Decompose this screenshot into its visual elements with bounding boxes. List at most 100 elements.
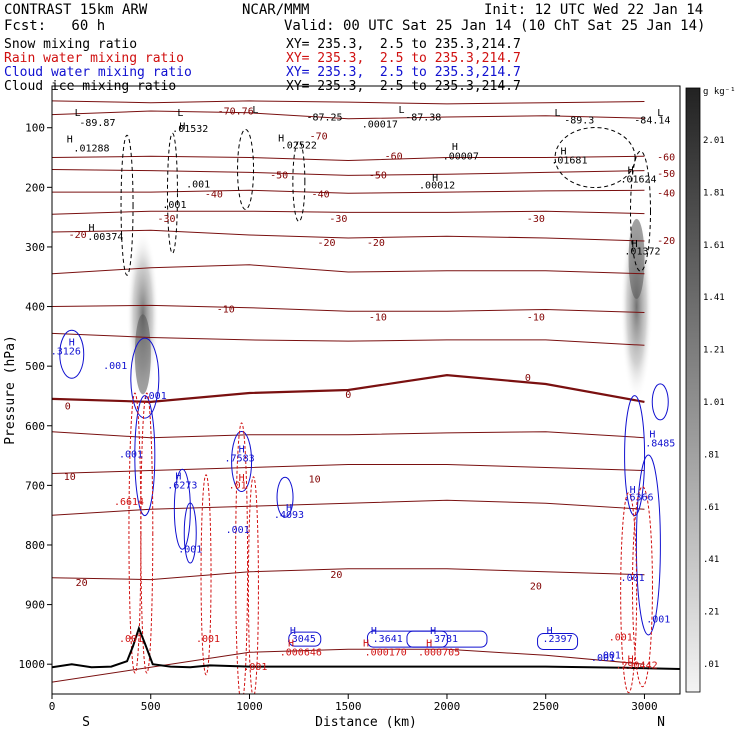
contour-label: .001 [621, 573, 645, 584]
colorbar-label: 2.01 [703, 136, 725, 146]
extremum-marker: H [426, 638, 432, 649]
isotherm-10 [52, 464, 645, 474]
contour-label: .2397 [543, 634, 573, 645]
contour-label: -10 [527, 312, 545, 323]
extremum-marker: H [179, 122, 185, 133]
contour-label: -30 [527, 214, 545, 225]
isotherm-m15 [52, 264, 645, 275]
contour-label: -40 [312, 189, 330, 200]
valid-time: Valid: 00 UTC Sat 25 Jan 14 (10 ChT Sat … [284, 18, 706, 34]
extremum-marker: H [547, 626, 553, 637]
colorbar-label: 1.61 [703, 241, 725, 251]
extremum-marker: L [177, 108, 183, 119]
extremum-marker: L [75, 108, 81, 119]
cloud-water-contour-8 [635, 454, 661, 636]
contour-label: .01681 [551, 156, 587, 167]
contour-label: -84.14 [634, 116, 670, 127]
cloud-water-contour-2 [173, 468, 191, 550]
isotherm-m5 [52, 332, 645, 346]
isotherm-m10 [52, 304, 645, 313]
colorbar-label: .01 [703, 660, 719, 670]
colorbar-label: 1.01 [703, 398, 725, 408]
y-tick-label: 600 [25, 420, 45, 433]
cloud-water-contour-3 [183, 502, 197, 564]
extremum-marker: H [239, 445, 245, 456]
contour-label: .001 [143, 391, 167, 402]
contour-label: .001 [243, 662, 267, 673]
colorbar-label: .61 [703, 503, 719, 513]
contour-label: .01624 [620, 175, 656, 186]
init-time: Init: 12 UTC Wed 22 Jan 14 [484, 2, 704, 18]
extremum-marker: H [288, 638, 294, 649]
colorbar-label: 1.21 [703, 346, 725, 356]
contour-label: .290442 [615, 660, 657, 671]
contour-label: .001 [178, 545, 202, 556]
contour-label: 20 [530, 582, 542, 593]
contour-label: .001 [196, 634, 220, 645]
contour-label: 20 [330, 570, 342, 581]
field-snow-label: Snow mixing ratio [4, 37, 138, 52]
contour-label: .00012 [419, 181, 455, 192]
extremum-marker: H [67, 135, 73, 146]
contour-label: .00007 [443, 151, 479, 162]
snow-core-0 [134, 314, 151, 395]
contour-label: .001 [226, 525, 250, 536]
contour-label: .3781 [428, 634, 458, 645]
isotherm-m70 [52, 110, 645, 120]
contour-label: .000705 [418, 647, 460, 658]
extremum-marker: H [560, 147, 566, 158]
contour-label: -50 [270, 170, 288, 181]
cloud-water-contour-6 [59, 329, 85, 379]
extremum-marker: H [628, 654, 634, 665]
extremum-marker: H [239, 473, 245, 484]
contour-label: .7583 [225, 454, 255, 465]
x-tick-label: 3000 [631, 700, 658, 713]
extremum-marker: H [632, 239, 638, 250]
extremum-marker: L [399, 105, 405, 116]
contour-label: .01 [229, 480, 247, 491]
extremum-marker: L [252, 105, 258, 116]
contour-label: -70 [310, 132, 328, 143]
x-tick-label: 1500 [335, 700, 362, 713]
colorbar-label: .21 [703, 608, 719, 618]
cloud-water-contour-4 [231, 431, 253, 493]
colorbar [685, 87, 701, 693]
contour-label: 0 [345, 390, 351, 401]
contour-label: .000170 [365, 647, 407, 658]
contour-label: .01288 [73, 144, 109, 155]
extremum-marker: H [628, 166, 634, 177]
contour-label: .6273 [167, 480, 197, 491]
contour-label: .01532 [172, 124, 208, 135]
cloud-water-contour-1 [134, 395, 156, 517]
rain-contour-4 [247, 476, 259, 694]
colorbar-label: 1.81 [703, 188, 725, 198]
surface-pressure-line [52, 625, 680, 670]
field-snow-xy: XY= 235.3, 2.5 to 235.3,214.7 [286, 37, 521, 52]
contour-label: .001 [597, 650, 621, 661]
isotherm-m60 [52, 155, 645, 162]
contour-label: -30 [158, 214, 176, 225]
model-title: CONTRAST 15km ARW [4, 2, 148, 18]
y-tick-label: 900 [25, 599, 45, 612]
low-cloud-contour-0 [288, 631, 322, 647]
isotherm-0 [52, 373, 645, 404]
contour-label: -50 [657, 169, 675, 180]
contour-label: .6614 [114, 497, 144, 508]
contour-label: .02522 [281, 141, 317, 152]
colorbar-label: .41 [703, 555, 719, 565]
contour-label: 20 [76, 578, 88, 589]
cloud-water-contour-0 [130, 337, 160, 419]
cloud-ice-contour-5 [630, 150, 652, 272]
contour-label: -10 [217, 305, 235, 316]
x-tick-label: 2500 [532, 700, 559, 713]
contour-label: .001 [119, 449, 143, 460]
contour-label: .4093 [274, 510, 304, 521]
contour-label: -20 [317, 238, 335, 249]
extremum-marker: H [175, 471, 181, 482]
rain-contour-3 [235, 422, 249, 694]
rain-contour-2 [200, 474, 212, 676]
cloud-water-contour-7 [624, 395, 646, 517]
x-tick-label: 1000 [236, 700, 263, 713]
y-axis-label: Pressure (hPa) [3, 335, 18, 445]
